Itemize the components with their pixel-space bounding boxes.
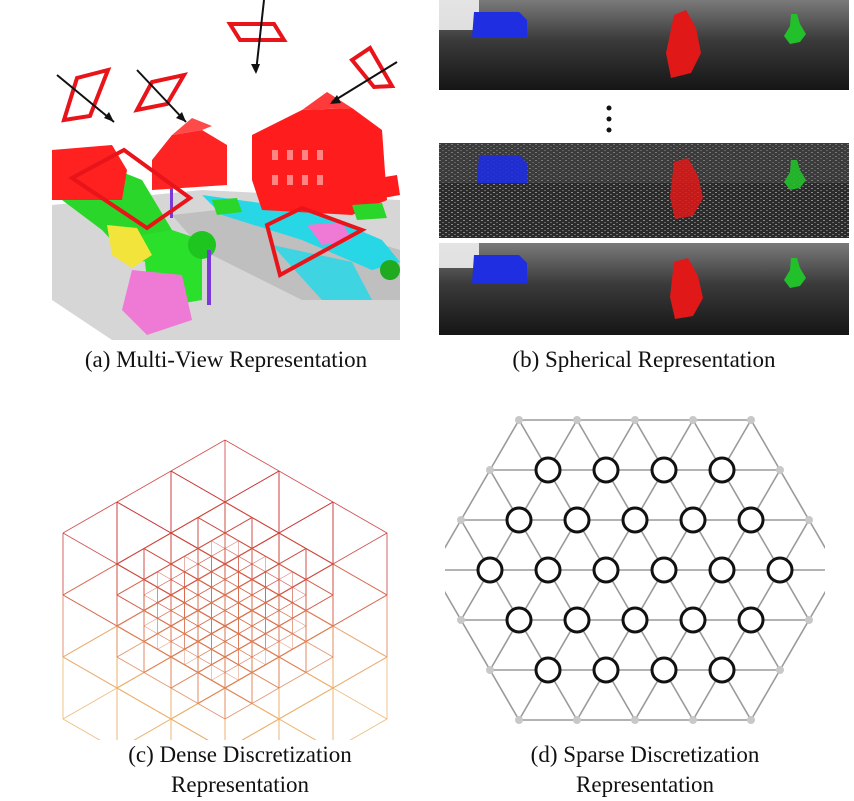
voxel (238, 641, 266, 673)
lattice-edge (445, 590, 462, 621)
projection-views (56, 0, 398, 278)
lattice-node (457, 516, 465, 524)
lattice-node (805, 616, 813, 624)
lattice-edge (779, 469, 810, 521)
view-plane-ground-2 (264, 205, 367, 278)
active-site (679, 506, 707, 534)
lattice-node (515, 716, 523, 724)
active-site (592, 456, 620, 484)
lattice-edge (750, 669, 781, 721)
dense-voxel-panel (60, 400, 390, 740)
lattice-node (689, 416, 697, 424)
active-site (621, 606, 649, 634)
active-site (534, 656, 562, 684)
lattice-edge (750, 419, 781, 471)
caption-d-line2: Representation (576, 772, 714, 797)
caption-c: (c) Dense Discretization Representation (60, 740, 420, 800)
active-site (679, 606, 707, 634)
multi-view-panel (52, 0, 400, 340)
active-site (650, 556, 678, 584)
lattice-node (631, 716, 639, 724)
point-cloud-scene (52, 92, 400, 340)
sparse-lattice-illustration (445, 416, 825, 724)
active-site (708, 556, 736, 584)
spherical-illustration (439, 0, 849, 335)
lattice-node (689, 716, 697, 724)
cyclist-1 (666, 10, 701, 78)
multi-view-illustration (52, 0, 400, 340)
lattice-node (486, 466, 494, 474)
pedestrian-3 (784, 258, 806, 288)
cyclist-2 (670, 158, 703, 219)
lattice-node (776, 666, 784, 674)
active-site (563, 506, 591, 534)
cyclist-3 (670, 258, 703, 319)
lattice-node (457, 616, 465, 624)
active-site (737, 606, 765, 634)
caption-b: (b) Spherical Representation (512, 347, 776, 372)
pedestrian-1 (784, 14, 806, 44)
lattice-edge (779, 619, 810, 671)
caption-c-line1: (c) Dense Discretization (128, 742, 352, 767)
active-site (650, 456, 678, 484)
voxel (211, 656, 239, 689)
lattice-node (573, 716, 581, 724)
active-site (476, 556, 504, 584)
view-plane-1 (56, 67, 115, 123)
voxel (157, 625, 185, 658)
active-site (505, 606, 533, 634)
lattice-edge (808, 519, 825, 550)
active-site (621, 506, 649, 534)
lattice-node (747, 416, 755, 424)
voxel (238, 594, 266, 627)
car-2 (477, 155, 527, 183)
caption-d: (d) Sparse Discretization Representation (475, 740, 815, 800)
pedestrian-2 (784, 160, 806, 190)
active-site (592, 556, 620, 584)
active-site (708, 656, 736, 684)
range-image-2 (439, 143, 849, 238)
lattice-node (515, 416, 523, 424)
range-image-1 (439, 0, 849, 90)
spherical-panel (439, 0, 849, 335)
lattice-node (747, 716, 755, 724)
voxel (184, 641, 212, 673)
active-site (563, 606, 591, 634)
lattice-node (776, 466, 784, 474)
active-site (708, 456, 736, 484)
lattice-node (573, 416, 581, 424)
lattice-node (486, 666, 494, 674)
range-image-3 (439, 243, 849, 335)
lattice-edge (460, 469, 491, 521)
active-site (534, 456, 562, 484)
view-plane-2 (133, 69, 189, 123)
caption-d-line1: (d) Sparse Discretization (530, 742, 760, 767)
car-3 (472, 255, 527, 283)
lattice-edge (489, 669, 520, 721)
lattice-node (805, 516, 813, 524)
sparse-lattice-panel (445, 405, 825, 735)
lattice-edge (489, 419, 520, 471)
caption-a: (a) Multi-View Representation (84, 347, 368, 372)
dense-voxel-illustration (62, 439, 388, 740)
lattice-edge (460, 619, 491, 671)
active-site (766, 556, 794, 584)
lattice-edge (808, 590, 825, 621)
active-site (650, 656, 678, 684)
car-1 (472, 12, 527, 38)
view-plane-4 (330, 45, 398, 104)
lattice-edge (445, 519, 462, 550)
caption-c-line2: Representation (171, 772, 309, 797)
active-site (534, 556, 562, 584)
voxel (265, 625, 293, 658)
active-site (505, 506, 533, 534)
ellipsis-dots (606, 105, 612, 133)
view-plane-ground-1 (68, 147, 194, 231)
active-site (737, 506, 765, 534)
lattice-node (631, 416, 639, 424)
view-plane-3 (226, 0, 288, 74)
active-site (592, 656, 620, 684)
